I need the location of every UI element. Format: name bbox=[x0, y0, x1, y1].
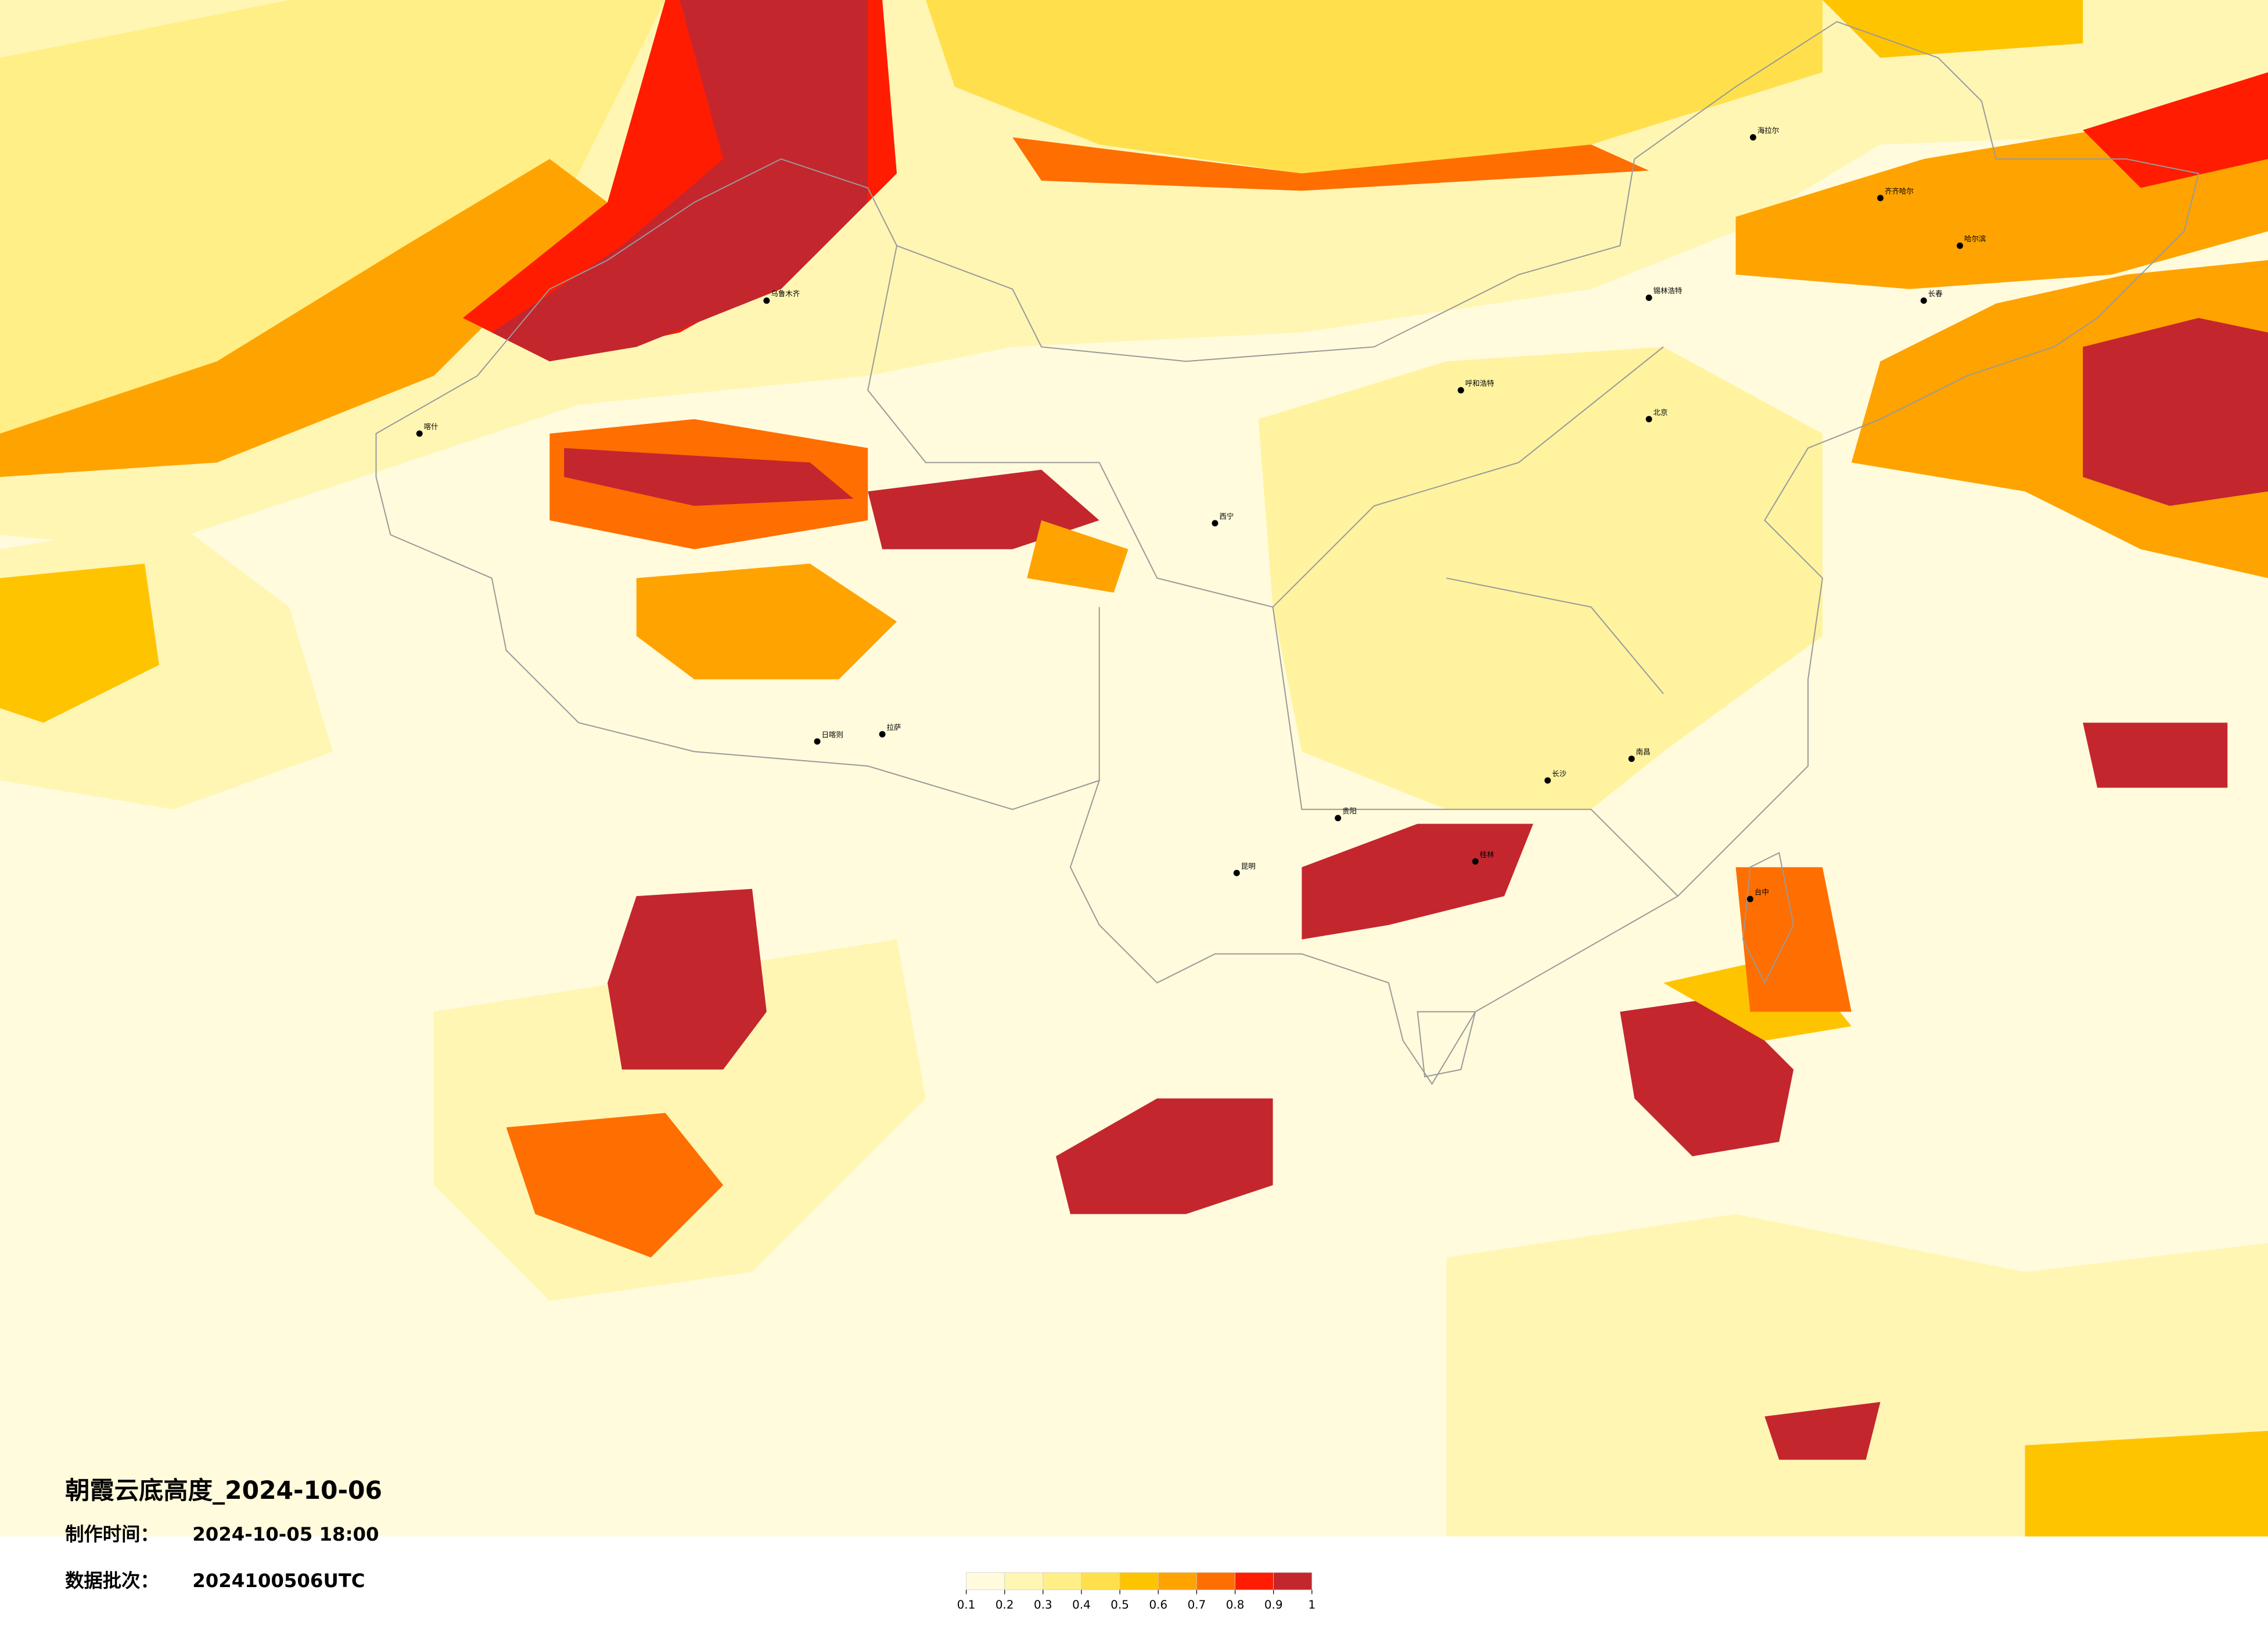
city-label: 海拉尔 bbox=[1757, 126, 1779, 135]
title: 朝霞云底高度_2024-10-06 bbox=[65, 1476, 382, 1505]
colorbar-segment bbox=[1043, 1572, 1082, 1591]
city-label: 锡林浩特 bbox=[1654, 286, 1683, 295]
city-dot bbox=[1457, 387, 1464, 394]
city-label: 日喀则 bbox=[822, 730, 843, 739]
colorbar-segment bbox=[1119, 1572, 1159, 1591]
batch-label: 数据批次： bbox=[65, 1570, 159, 1592]
city-label: 齐齐哈尔 bbox=[1885, 187, 1914, 196]
colorbar-tick-label: 0.6 bbox=[1149, 1598, 1167, 1611]
city-dot bbox=[1628, 756, 1635, 762]
city-dot bbox=[1544, 777, 1551, 784]
colorbar-tick-label: 0.3 bbox=[1034, 1598, 1052, 1611]
colorbar-segment bbox=[1081, 1572, 1120, 1591]
city-dot bbox=[1645, 294, 1652, 301]
city-dot bbox=[1746, 895, 1753, 902]
colorbar-segment bbox=[966, 1572, 1005, 1591]
city-dot bbox=[1335, 815, 1342, 822]
colorbar-tick-label: 0.8 bbox=[1226, 1598, 1245, 1611]
batch: 2024100506UTC bbox=[192, 1570, 365, 1592]
city-dot bbox=[1749, 134, 1756, 141]
colorbar-tick-label: 1 bbox=[1308, 1598, 1315, 1611]
city-dot bbox=[879, 731, 886, 738]
city-label: 昆明 bbox=[1241, 862, 1256, 870]
city-dot bbox=[814, 738, 821, 745]
city-dot bbox=[763, 297, 770, 304]
colorbar-tick-label: 0.2 bbox=[995, 1598, 1014, 1611]
city-label: 北京 bbox=[1654, 408, 1668, 416]
city-dot bbox=[1920, 297, 1927, 304]
cloud-field bbox=[0, 0, 2268, 1537]
city-label: 长春 bbox=[1928, 289, 1943, 298]
city-dot bbox=[1877, 195, 1884, 202]
city-dot bbox=[1233, 869, 1240, 876]
boundaries bbox=[375, 21, 2199, 1085]
city-label: 呼和浩特 bbox=[1465, 379, 1494, 388]
colorbar-segment bbox=[1196, 1572, 1235, 1591]
city-dot bbox=[1472, 858, 1479, 865]
colorbar-tick-label: 0.4 bbox=[1072, 1598, 1091, 1611]
colorbar-segment bbox=[1158, 1572, 1197, 1591]
colorbar-tick-label: 0.9 bbox=[1264, 1598, 1283, 1611]
colorbar-segment bbox=[1004, 1572, 1044, 1591]
city-dot bbox=[1645, 416, 1652, 423]
city-label: 贵阳 bbox=[1342, 807, 1357, 815]
city-label: 喀什 bbox=[424, 422, 438, 431]
city-label: 长沙 bbox=[1552, 769, 1566, 778]
city-dot bbox=[1212, 520, 1219, 527]
city-label: 台中 bbox=[1755, 888, 1769, 897]
made-time: 2024-10-05 18:00 bbox=[192, 1523, 379, 1545]
colorbar-tick-label: 0.5 bbox=[1110, 1598, 1129, 1611]
city-dot bbox=[416, 430, 423, 437]
city-label: 南昌 bbox=[1636, 747, 1651, 756]
made-label: 制作时间： bbox=[65, 1523, 159, 1545]
city-label: 哈尔滨 bbox=[1964, 235, 1986, 243]
city-label: 拉萨 bbox=[887, 723, 901, 732]
colorbar: 0.1 0.2 0.3 0.4 0.5 0.6 0.7 0.8 0.9 1 bbox=[957, 1572, 1315, 1611]
city-label: 桂林 bbox=[1480, 850, 1494, 859]
city-dot bbox=[1957, 242, 1964, 249]
city-label: 西宁 bbox=[1219, 512, 1234, 521]
city-label: 乌鲁木齐 bbox=[771, 289, 800, 298]
colorbar-tick-label: 0.1 bbox=[957, 1598, 976, 1611]
colorbar-segment bbox=[1273, 1572, 1313, 1591]
colorbar-segment bbox=[1235, 1572, 1274, 1591]
colorbar-tick-label: 0.7 bbox=[1188, 1598, 1206, 1611]
